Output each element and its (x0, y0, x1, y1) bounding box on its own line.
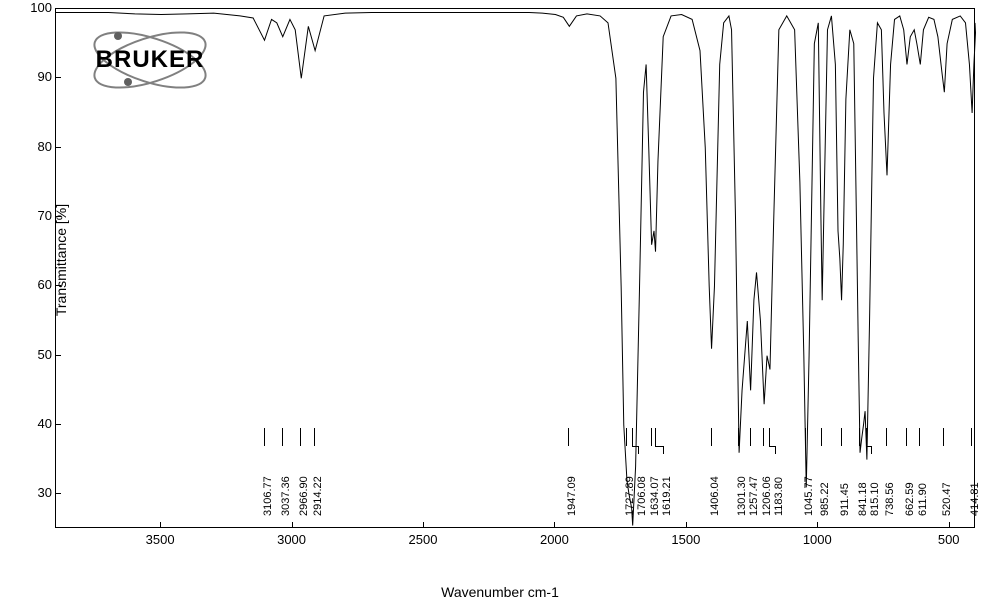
x-tick-label: 1500 (671, 532, 700, 547)
x-tick (686, 522, 687, 528)
peak-label: 1619.21 (661, 476, 673, 516)
x-tick-label: 2500 (409, 532, 438, 547)
peak-label: 1301.30 (736, 476, 748, 516)
x-tick (949, 522, 950, 528)
peak-label: 815.10 (869, 482, 881, 516)
peak-tick (264, 428, 265, 446)
peak-tick (655, 428, 656, 446)
y-tick-label: 40 (22, 416, 52, 431)
y-tick (55, 493, 61, 494)
peak-label: 1947.09 (566, 476, 578, 516)
peak-tick (971, 428, 972, 446)
y-tick-label: 80 (22, 139, 52, 154)
peak-label: 1634.07 (649, 476, 661, 516)
x-tick (292, 522, 293, 528)
peak-label: 3037.36 (280, 476, 292, 516)
peak-label: 2914.22 (312, 476, 324, 516)
x-tick (554, 522, 555, 528)
peak-label: 1257.47 (748, 476, 760, 516)
peak-tick (651, 428, 652, 446)
peak-tick (886, 428, 887, 446)
peak-label: 1727.89 (624, 476, 636, 516)
y-tick (55, 77, 61, 78)
peak-tick (943, 428, 944, 446)
x-tick-label: 3500 (146, 532, 175, 547)
y-tick (55, 147, 61, 148)
x-tick-label: 2000 (540, 532, 569, 547)
chart-container: Transmittance [%] Wavenumber cm-1 BRUKER… (0, 0, 1000, 608)
peak-label: 520.47 (941, 482, 953, 516)
peak-label: 662.59 (904, 482, 916, 516)
peak-label: 1706.08 (636, 476, 648, 516)
y-tick (55, 8, 61, 9)
peak-tick (805, 428, 806, 446)
peak-tick (821, 428, 822, 446)
peak-tick (314, 428, 315, 446)
logo-text: BRUKER (80, 46, 220, 74)
peak-stub (638, 446, 639, 454)
peak-connector (655, 446, 663, 447)
peak-tick (841, 428, 842, 446)
peak-stub (871, 446, 872, 454)
peak-label: 611.90 (917, 483, 929, 516)
x-tick (817, 522, 818, 528)
bruker-logo: BRUKER (80, 20, 220, 105)
peak-label: 985.22 (819, 482, 831, 516)
peak-label: 1183.80 (773, 477, 785, 516)
peak-tick (769, 428, 770, 446)
peak-stub (775, 446, 776, 454)
peak-tick (866, 428, 867, 446)
y-tick-label: 60 (22, 277, 52, 292)
y-tick-label: 90 (22, 69, 52, 84)
peak-tick (282, 428, 283, 446)
x-tick-label: 1000 (803, 532, 832, 547)
x-axis-label: Wavenumber cm-1 (441, 584, 559, 600)
y-tick (55, 355, 61, 356)
x-tick-label: 3000 (277, 532, 306, 547)
x-tick (423, 522, 424, 528)
peak-tick (906, 428, 907, 446)
y-tick (55, 424, 61, 425)
y-tick (55, 285, 61, 286)
peak-tick (632, 428, 633, 446)
peak-tick (919, 428, 920, 446)
peak-tick (626, 428, 627, 446)
x-tick (160, 522, 161, 528)
peak-label: 738.56 (884, 482, 896, 516)
y-tick-label: 50 (22, 347, 52, 362)
peak-label: 1045.77 (803, 476, 815, 516)
x-tick-label: 500 (938, 532, 960, 547)
peak-tick (750, 428, 751, 446)
peak-tick (859, 428, 860, 446)
peak-label: 911.45 (839, 483, 851, 516)
peak-tick (300, 428, 301, 446)
peak-label: 3106.77 (262, 476, 274, 516)
peak-tick (568, 428, 569, 446)
y-tick (55, 216, 61, 217)
peak-tick (763, 428, 764, 446)
peak-tick (738, 428, 739, 446)
peak-tick (711, 428, 712, 446)
peak-label: 1406.04 (709, 476, 721, 516)
peak-stub (663, 446, 664, 454)
y-tick-label: 30 (22, 485, 52, 500)
peak-label: 2966.90 (298, 476, 310, 516)
y-tick-label: 70 (22, 208, 52, 223)
peak-label: 414.81 (969, 482, 981, 516)
y-tick-label: 100 (22, 0, 52, 15)
peak-label: 1206.06 (761, 476, 773, 516)
peak-label: 841.18 (857, 482, 869, 516)
